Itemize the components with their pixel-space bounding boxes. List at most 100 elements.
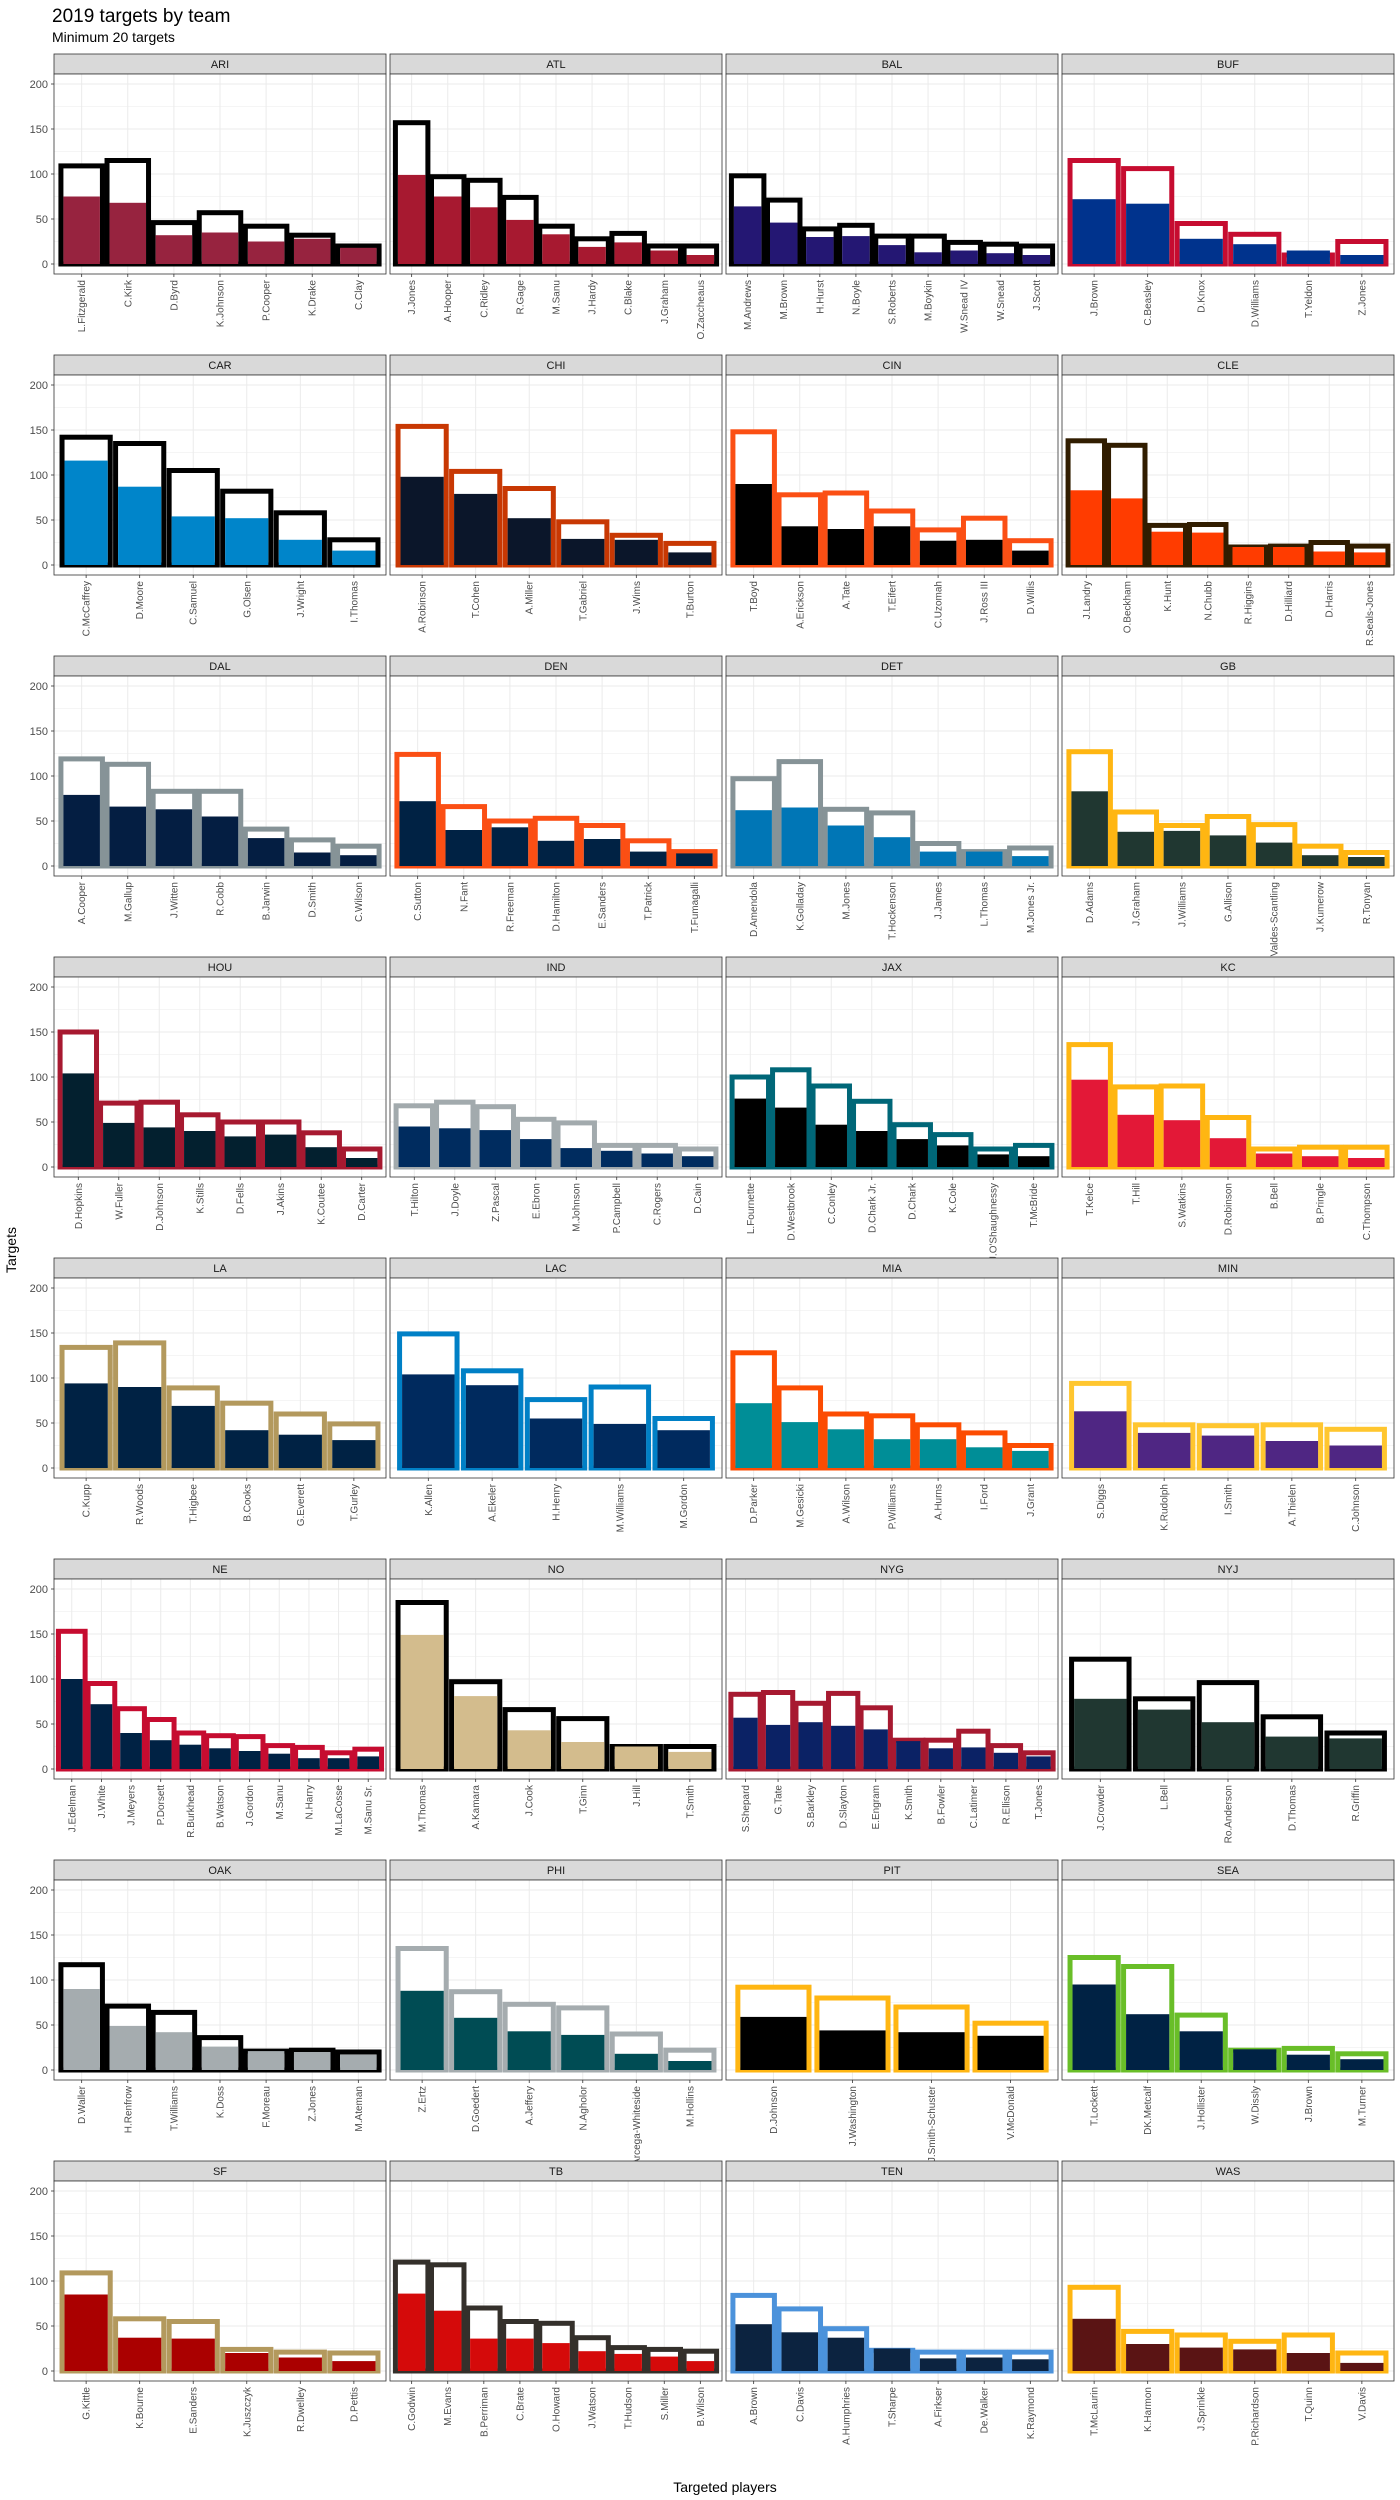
y-tick-label: 200 <box>30 1283 48 1295</box>
x-tick-label: P.Williams <box>888 1484 899 1529</box>
y-tick-label: 100 <box>30 470 48 482</box>
x-tick-label: C.Latimer <box>969 1784 980 1828</box>
facet-strip-label: NE <box>212 1564 227 1576</box>
y-tick-label: 100 <box>30 1373 48 1385</box>
bar-receptions <box>400 476 444 565</box>
x-tick-label: I.Ford <box>980 1484 991 1510</box>
x-tick-label: C.Samuel <box>189 581 200 625</box>
bar-receptions <box>225 518 269 565</box>
facet-panel-den: DEN C.Sutton N.Fant R.Freeman D.Hamilton E.Sa… <box>389 655 723 933</box>
x-tick-label: C.Davis <box>795 2387 806 2422</box>
bar-receptions <box>873 526 911 565</box>
y-tick-label: 200 <box>30 79 48 91</box>
bar-receptions <box>1074 1698 1127 1769</box>
x-tick-label: Z.Jones <box>308 2086 319 2122</box>
x-tick-label: K.Harmon <box>1143 2387 1154 2432</box>
bar-receptions <box>171 516 215 565</box>
bar-receptions <box>1111 498 1143 565</box>
bar-receptions <box>454 493 498 565</box>
x-tick-label: T.Hilton <box>410 1183 421 1216</box>
x-tick-label: M.Johnson <box>572 1183 583 1232</box>
bar-receptions <box>781 1422 819 1468</box>
bar-receptions <box>520 1139 552 1167</box>
y-tick-label: 150 <box>30 425 48 437</box>
bar-receptions <box>209 1748 231 1769</box>
x-tick-label: A.Firkser <box>934 2386 945 2427</box>
x-tick-label: K.Johnson <box>216 280 227 327</box>
facet-panel-lac: LAC K.Allen A.Ekeler H.Henry M.Williams M.Gor… <box>389 1257 723 1532</box>
x-tick-label: S.Miller <box>660 2386 671 2420</box>
bar-receptions <box>629 851 667 866</box>
bar-receptions <box>735 2324 772 2371</box>
bar-receptions <box>1126 203 1170 264</box>
facet-panel-chi: CHI A.Robinson T.Cohen A.Miller T.Gabriel J.W… <box>389 354 723 633</box>
facet-strip-label: DEN <box>544 661 567 673</box>
facet-strip-label: LAC <box>545 1263 566 1275</box>
y-tick-label: 150 <box>30 726 48 738</box>
y-tick-label: 150 <box>30 1629 48 1641</box>
bar-receptions <box>1255 842 1293 866</box>
x-tick-label: M.Williams <box>615 1484 626 1532</box>
x-tick-label: D.Waller <box>77 2085 88 2124</box>
x-tick-label: Z.Jones <box>1357 280 1368 316</box>
x-tick-label: D.Westbrook <box>786 1182 797 1241</box>
x-tick-label: D.Johnson <box>155 1183 166 1231</box>
x-tick-label: D.Knox <box>1197 280 1208 313</box>
bar-receptions <box>1313 551 1345 565</box>
x-tick-label: J.Akins <box>276 1183 287 1215</box>
bar-receptions <box>298 1758 320 1769</box>
bar-receptions <box>676 853 713 866</box>
facet-strip-label: NYJ <box>1218 1564 1239 1576</box>
bar-receptions <box>1117 831 1155 866</box>
bar-receptions <box>775 1107 807 1167</box>
bar-receptions <box>1137 1432 1191 1468</box>
bar-receptions <box>1151 531 1183 565</box>
y-tick-label: 50 <box>36 2020 48 2032</box>
x-tick-label: R.Freeman <box>505 882 516 932</box>
y-tick-label: 0 <box>42 259 48 271</box>
bar-receptions <box>896 1741 921 1769</box>
facet-panel-phi: PHI Z.Ertz D.Goedert A.Jeffery N.Agholor J.Ar… <box>389 1859 723 2173</box>
bar-receptions <box>1012 1450 1049 1468</box>
bar-receptions <box>1179 238 1223 264</box>
bar-receptions <box>950 250 978 264</box>
bar-receptions <box>1273 547 1305 565</box>
y-tick-label: 100 <box>30 1975 48 1987</box>
bar-receptions <box>827 2337 865 2371</box>
bar-receptions <box>327 1758 350 1769</box>
panel-border <box>389 1578 723 1780</box>
bar-receptions <box>225 2353 269 2371</box>
bar-receptions <box>1072 199 1116 264</box>
bar-receptions <box>614 2053 658 2070</box>
bar-receptions <box>668 2061 712 2070</box>
bar-receptions <box>1072 2318 1116 2371</box>
x-tick-label: T.Higbee <box>189 1484 200 1524</box>
x-tick-label: P.Cooper <box>262 279 273 321</box>
x-tick-label: C.Kirk <box>123 279 134 307</box>
bar-receptions <box>225 1430 269 1468</box>
y-tick-label: 150 <box>30 1027 48 1039</box>
x-tick-label: J.Meyers <box>127 1785 138 1826</box>
x-tick-label: N.Chubb <box>1203 581 1214 621</box>
x-tick-label: R.Ellison <box>1001 1785 1012 1824</box>
y-tick-label: 50 <box>36 1117 48 1129</box>
facet-panel-nyg: NYG S.Shepard G.Tate S.Barkley D.Slayton E.En… <box>725 1558 1059 1832</box>
x-tick-label: W.Dissly <box>1250 2086 1261 2124</box>
x-tick-label: A.Jeffery <box>525 2086 536 2125</box>
x-tick-label: K.Golladay <box>795 882 806 931</box>
bar-receptions <box>278 1434 322 1468</box>
x-tick-label: C.Beasley <box>1143 280 1154 326</box>
x-tick-label: L.Bell <box>1160 1785 1171 1810</box>
x-tick-label: R.Seals-Jones <box>1365 581 1376 646</box>
x-tick-label: Z.Ertz <box>418 2086 429 2113</box>
x-tick-label: A.Erickson <box>795 581 806 629</box>
bar-receptions <box>247 838 285 866</box>
x-tick-label: R.Griffin <box>1351 1785 1362 1822</box>
bar-receptions <box>1329 1445 1382 1468</box>
x-tick-label: J.Doyle <box>450 1183 461 1217</box>
x-tick-label: M.Andrews <box>743 280 754 330</box>
x-tick-label: M.Ateman <box>354 2086 365 2132</box>
x-tick-label: B.Fowler <box>936 1784 947 1824</box>
bar-receptions <box>64 1383 108 1468</box>
facet-panel-ten: TEN A.Brown C.Davis A.Humphries T.Sharpe A.Fi… <box>725 2160 1059 2445</box>
